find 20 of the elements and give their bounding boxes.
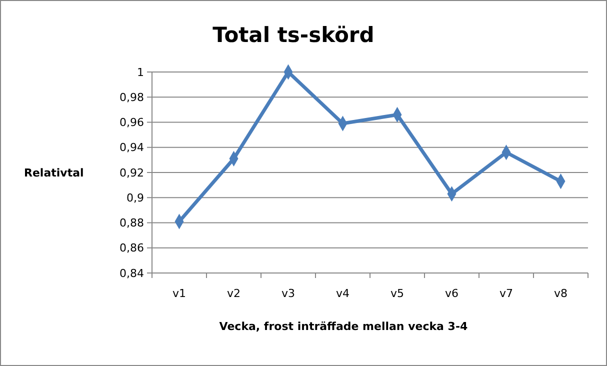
- y-tick-label: 0,96: [120, 116, 144, 130]
- x-tick-label: v1: [172, 287, 186, 300]
- chart-title: Total ts-skörd: [212, 23, 374, 47]
- y-tick-label: 1: [137, 66, 144, 79]
- y-axis-title: Relativtal: [24, 166, 84, 180]
- x-tick-label: v5: [390, 287, 404, 300]
- y-tick-label: 0,92: [120, 166, 144, 180]
- y-tick-label: 0,94: [120, 141, 144, 154]
- x-tick-label: v3: [281, 287, 296, 300]
- x-tick-label: v6: [444, 287, 459, 300]
- y-tick-label: 0,88: [120, 216, 144, 230]
- x-tick-label: v7: [499, 287, 514, 300]
- y-tick-label: 0,9: [126, 191, 144, 204]
- y-tick-label: 0,86: [120, 242, 144, 255]
- y-tick-label: 0,98: [120, 90, 144, 104]
- x-axis-title: Vecka, frost inträffade mellan vecka 3-4: [219, 320, 468, 333]
- y-tick-label: 0,84: [120, 266, 144, 280]
- x-tick-label: v4: [336, 287, 350, 300]
- x-tick-label: v8: [554, 287, 568, 300]
- x-tick-label: v2: [226, 287, 241, 300]
